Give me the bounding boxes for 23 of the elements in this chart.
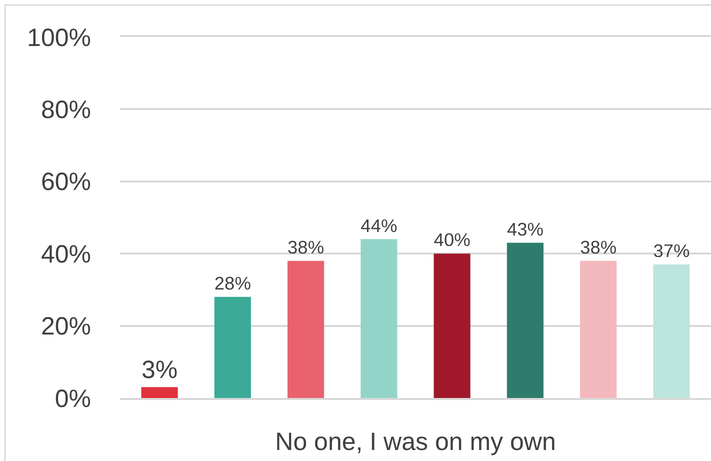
- data-label: 43%: [506, 218, 544, 240]
- y-tick-label: 80%: [40, 96, 91, 124]
- y-tick-label: 40%: [40, 240, 91, 268]
- bar: [288, 260, 324, 398]
- data-label: 37%: [653, 240, 690, 262]
- data-label: 38%: [580, 236, 617, 258]
- y-tick-label: 20%: [40, 312, 91, 341]
- bar: [653, 264, 690, 398]
- data-label: 38%: [288, 236, 324, 258]
- data-label: 3%: [141, 356, 178, 384]
- y-tick-label: 60%: [40, 168, 91, 196]
- data-label: 44%: [360, 214, 398, 236]
- bar: [434, 254, 470, 398]
- bar: [214, 296, 251, 398]
- bar: [506, 242, 544, 398]
- x-tick-label: No one, I was on my own: [275, 428, 556, 456]
- bar: [580, 260, 617, 398]
- y-tick-label: 100%: [27, 24, 91, 52]
- y-tick-label: 0%: [54, 384, 91, 413]
- data-label: 28%: [214, 272, 251, 294]
- data-label: 40%: [434, 229, 470, 250]
- bar: [360, 239, 398, 398]
- bar: [141, 387, 178, 398]
